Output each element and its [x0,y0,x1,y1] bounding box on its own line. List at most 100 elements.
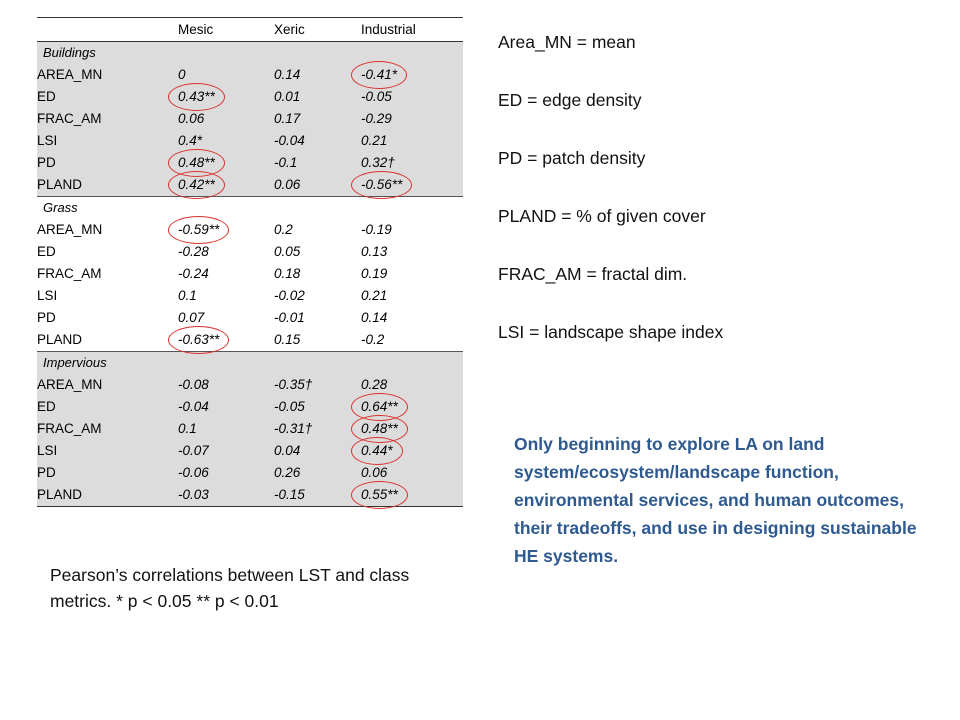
industrial-cell: 0.19 [361,263,463,285]
mesic-value: 0 [178,67,186,82]
industrial-cell: -0.05 [361,86,463,108]
mesic-value: 0.1 [178,421,197,436]
table-row: FRAC_AM 0.1 -0.31† 0.48** [37,415,463,443]
table-row: AREA_MN -0.59** 0.2 -0.19 [37,216,463,244]
mesic-cell: -0.59** [167,216,274,244]
metric-name: LSI [37,443,58,458]
mesic-cell: 0 [178,64,274,86]
table-row: ED 0.43** 0.01 -0.05 [37,83,463,111]
correlation-table: Mesic Xeric Industrial Buildings AREA_MN 0… [37,17,463,509]
mesic-cell: -0.03 [178,484,274,507]
xeric-cell: 0.06 [274,174,361,197]
mesic-cell: -0.24 [178,263,274,285]
industrial-cell: -0.29 [361,108,463,130]
industrial-value: -0.29 [361,111,392,126]
metric-name: PD [37,465,56,480]
group-header-row: Buildings [37,41,463,64]
xeric-cell: 0.14 [274,64,361,86]
xeric-value: 0.04 [274,443,301,458]
circled-mesic-value: -0.63** [167,326,230,354]
xeric-cell: 0.26 [274,462,361,484]
circled-industrial-value: -0.41* [350,61,408,89]
industrial-value: 0.19 [361,266,388,281]
table-row: PD 0.07 -0.01 0.14 [37,307,463,329]
table-caption: Pearson’s correlations between LST and c… [50,565,410,611]
metric-name: AREA_MN [37,67,103,82]
mesic-cell: 0.43** [168,83,274,111]
mesic-cell: 0.07 [178,307,274,329]
xeric-cell: 0.01 [274,86,361,108]
xeric-cell: 0.04 [274,440,361,462]
definition-frac-am: FRAC_AM = fractal dim. [498,264,688,284]
metric-name: LSI [37,288,58,303]
table-row: PD -0.06 0.26 0.06 [37,462,463,484]
definition-area-mn: Area_MN = mean [498,32,636,52]
industrial-cell: 0.55** [351,481,463,509]
industrial-value: 0.21 [361,133,388,148]
industrial-cell: -0.2 [361,329,463,352]
table-row: LSI -0.07 0.04 0.44* [37,437,463,465]
header-mesic: Mesic [178,17,274,42]
xeric-value: 0.15 [274,332,301,347]
metric-definitions: Area_MN = mean ED = edge density PD = pa… [498,28,938,376]
definition-pland: PLAND = % of given cover [498,206,706,226]
metric-name: ED [37,244,56,259]
xeric-value: 0.06 [274,177,301,192]
mesic-cell: 0.42** [168,171,274,199]
xeric-value: 0.2 [274,222,293,237]
mesic-value: -0.24 [178,266,209,281]
industrial-value: -0.2 [361,332,385,347]
xeric-value: -0.01 [274,310,305,325]
metric-name: AREA_MN [37,377,103,392]
mesic-cell: -0.08 [178,374,274,396]
xeric-cell: 0.15 [274,329,361,352]
table-row: AREA_MN 0 0.14 -0.41* [37,61,463,89]
definition-ed: ED = edge density [498,90,642,110]
table-row: PLAND -0.63** 0.15 -0.2 [37,326,463,354]
group-header-row: Grass [37,196,463,219]
table-header-row: Mesic Xeric Industrial [37,17,463,42]
group-grass: Grass AREA_MN -0.59** 0.2 -0.19 ED -0.28 0.05 0.… [37,196,463,354]
xeric-value: 0.01 [274,89,301,104]
group-buildings: Buildings AREA_MN 0 0.14 -0.41* ED 0.43** 0.01 -… [37,41,463,199]
group-label: Impervious [37,351,463,374]
industrial-value: 0.28 [361,377,388,392]
xeric-cell: 0.18 [274,263,361,285]
industrial-value: 0.21 [361,288,388,303]
table-row: PLAND 0.42** 0.06 -0.56** [37,171,463,199]
mesic-cell: 0.1 [178,418,274,440]
industrial-value: 0.32† [361,155,395,170]
industrial-cell: 0.21 [361,285,463,307]
industrial-cell: 0.06 [361,462,463,484]
xeric-value: -0.04 [274,133,305,148]
circled-industrial-value: -0.56** [350,171,413,199]
xeric-cell: 0.17 [274,108,361,130]
table-row: FRAC_AM -0.24 0.18 0.19 [37,263,463,285]
xeric-cell: -0.1 [274,152,361,174]
header-blank [37,17,178,42]
xeric-cell: -0.31† [274,418,361,440]
header-industrial: Industrial [361,17,463,42]
circled-mesic-value: 0.43** [168,83,225,111]
xeric-value: 0.26 [274,465,301,480]
table-row: PD 0.48** -0.1 0.32† [37,149,463,177]
circled-industrial-value: 0.55** [351,481,408,509]
industrial-value: -0.05 [361,89,392,104]
table-row: AREA_MN -0.08 -0.35† 0.28 [37,374,463,396]
industrial-value: -0.19 [361,222,392,237]
metric-name: ED [37,89,56,104]
metric-name: PLAND [37,484,178,507]
mesic-cell: -0.06 [178,462,274,484]
mesic-value: -0.07 [178,443,209,458]
mesic-value: -0.06 [178,465,209,480]
xeric-cell: -0.05 [274,396,361,418]
table-row: ED -0.28 0.05 0.13 [37,241,463,263]
correlation-table-container: Mesic Xeric Industrial Buildings AREA_MN 0… [37,17,463,509]
header-xeric: Xeric [274,17,361,42]
definition-lsi: LSI = landscape shape index [498,322,724,342]
metric-name: PLAND [37,332,83,347]
xeric-value: 0.18 [274,266,301,281]
mesic-value: -0.28 [178,244,209,259]
circled-industrial-value: 0.44* [351,437,402,465]
industrial-cell: 0.14 [361,307,463,329]
